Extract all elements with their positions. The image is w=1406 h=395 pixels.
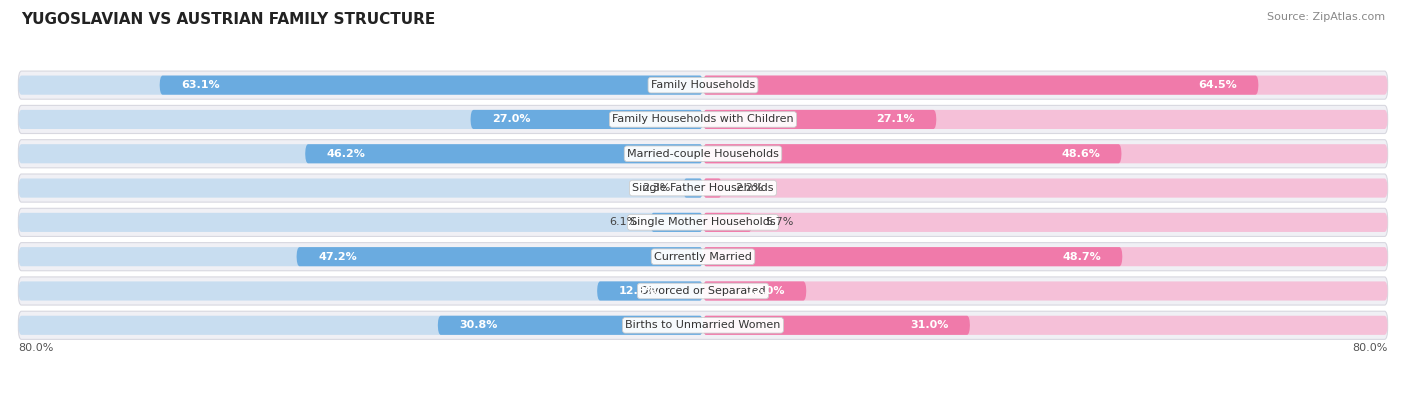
Text: 2.3%: 2.3% — [643, 183, 671, 193]
FancyBboxPatch shape — [160, 75, 703, 95]
Text: Single Father Households: Single Father Households — [633, 183, 773, 193]
Text: YUGOSLAVIAN VS AUSTRIAN FAMILY STRUCTURE: YUGOSLAVIAN VS AUSTRIAN FAMILY STRUCTURE — [21, 12, 436, 27]
Text: 80.0%: 80.0% — [18, 342, 53, 353]
Text: Married-couple Households: Married-couple Households — [627, 149, 779, 159]
Text: Family Households with Children: Family Households with Children — [612, 115, 794, 124]
FancyBboxPatch shape — [18, 277, 1388, 305]
Text: Single Mother Households: Single Mother Households — [630, 217, 776, 228]
FancyBboxPatch shape — [471, 110, 703, 129]
FancyBboxPatch shape — [18, 71, 1388, 99]
Text: 30.8%: 30.8% — [460, 320, 498, 330]
FancyBboxPatch shape — [18, 208, 1388, 237]
FancyBboxPatch shape — [18, 105, 1388, 134]
FancyBboxPatch shape — [18, 75, 703, 95]
FancyBboxPatch shape — [18, 140, 1388, 168]
Text: 12.0%: 12.0% — [747, 286, 785, 296]
FancyBboxPatch shape — [18, 247, 703, 266]
FancyBboxPatch shape — [18, 243, 1388, 271]
Text: 46.2%: 46.2% — [326, 149, 366, 159]
FancyBboxPatch shape — [703, 213, 1388, 232]
FancyBboxPatch shape — [703, 110, 936, 129]
Text: 27.1%: 27.1% — [876, 115, 915, 124]
Text: 5.7%: 5.7% — [765, 217, 793, 228]
Text: 63.1%: 63.1% — [181, 80, 219, 90]
FancyBboxPatch shape — [703, 281, 1388, 301]
FancyBboxPatch shape — [297, 247, 703, 266]
FancyBboxPatch shape — [683, 179, 703, 198]
FancyBboxPatch shape — [651, 213, 703, 232]
FancyBboxPatch shape — [18, 316, 703, 335]
FancyBboxPatch shape — [703, 75, 1388, 95]
FancyBboxPatch shape — [18, 281, 703, 301]
FancyBboxPatch shape — [18, 174, 1388, 202]
Text: 12.3%: 12.3% — [619, 286, 657, 296]
FancyBboxPatch shape — [305, 144, 703, 163]
Text: Divorced or Separated: Divorced or Separated — [640, 286, 766, 296]
Text: 31.0%: 31.0% — [910, 320, 949, 330]
Text: 48.6%: 48.6% — [1062, 149, 1099, 159]
FancyBboxPatch shape — [598, 281, 703, 301]
FancyBboxPatch shape — [18, 144, 703, 163]
FancyBboxPatch shape — [437, 316, 703, 335]
Text: 47.2%: 47.2% — [318, 252, 357, 261]
Text: 80.0%: 80.0% — [1353, 342, 1388, 353]
FancyBboxPatch shape — [703, 179, 1388, 198]
FancyBboxPatch shape — [703, 110, 1388, 129]
Text: Births to Unmarried Women: Births to Unmarried Women — [626, 320, 780, 330]
FancyBboxPatch shape — [703, 144, 1388, 163]
Text: 6.1%: 6.1% — [609, 217, 637, 228]
FancyBboxPatch shape — [703, 316, 970, 335]
FancyBboxPatch shape — [703, 247, 1122, 266]
Text: 64.5%: 64.5% — [1198, 80, 1237, 90]
FancyBboxPatch shape — [703, 316, 1388, 335]
Text: 2.2%: 2.2% — [735, 183, 763, 193]
FancyBboxPatch shape — [18, 311, 1388, 339]
FancyBboxPatch shape — [703, 247, 1388, 266]
Text: Family Households: Family Households — [651, 80, 755, 90]
FancyBboxPatch shape — [703, 213, 752, 232]
Text: Source: ZipAtlas.com: Source: ZipAtlas.com — [1267, 12, 1385, 22]
FancyBboxPatch shape — [703, 179, 721, 198]
Text: 48.7%: 48.7% — [1062, 252, 1101, 261]
FancyBboxPatch shape — [18, 179, 703, 198]
FancyBboxPatch shape — [703, 281, 807, 301]
FancyBboxPatch shape — [703, 144, 1122, 163]
FancyBboxPatch shape — [18, 110, 703, 129]
Text: Currently Married: Currently Married — [654, 252, 752, 261]
FancyBboxPatch shape — [703, 75, 1258, 95]
FancyBboxPatch shape — [18, 213, 703, 232]
Text: 27.0%: 27.0% — [492, 115, 530, 124]
